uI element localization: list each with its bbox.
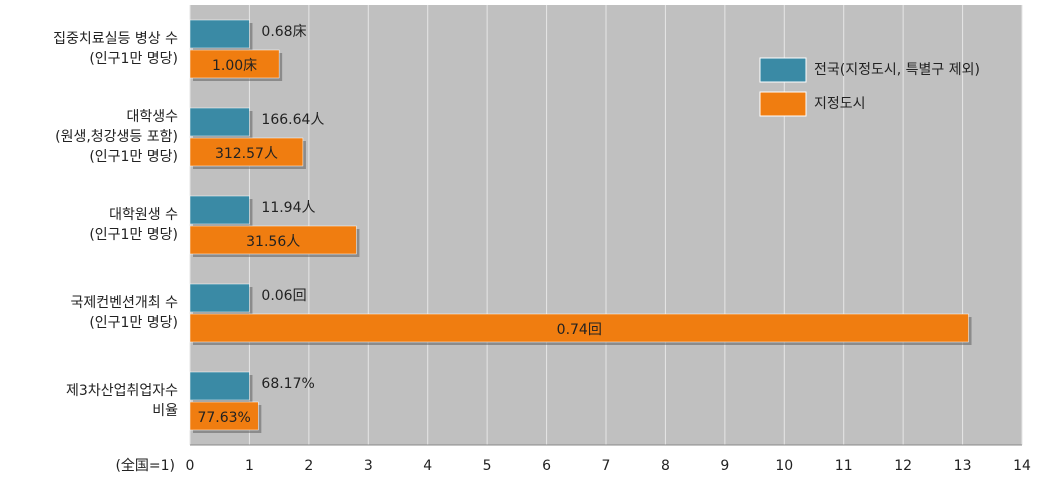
data-label: 0.74回 — [557, 322, 602, 338]
legend-swatch — [759, 57, 807, 83]
data-label: 312.57人 — [215, 146, 278, 162]
data-label: 0.06回 — [261, 288, 306, 304]
x-tick-label: 12 — [894, 458, 912, 474]
data-label: 77.63% — [197, 410, 250, 426]
y-tick-label: (인구1만 명당) — [89, 149, 178, 165]
bar — [189, 283, 250, 313]
x-tick-label: 3 — [364, 458, 373, 474]
data-label: 31.56人 — [246, 234, 300, 250]
x-tick-label: 0 — [186, 458, 195, 474]
y-tick-label: 국제컨벤션개최 수 — [71, 295, 179, 311]
y-tick-label: 비율 — [152, 403, 178, 419]
bar — [189, 401, 259, 431]
bar — [189, 225, 357, 255]
data-label: 0.68床 — [261, 24, 306, 40]
x-tick-label: 1 — [245, 458, 254, 474]
x-tick-label: 2 — [304, 458, 313, 474]
y-tick-label: 대학생수 — [126, 109, 178, 125]
x-tick-label: 10 — [775, 458, 793, 474]
data-label: 11.94人 — [261, 200, 315, 216]
bar — [189, 371, 250, 401]
bar — [189, 313, 969, 343]
x-tick-label: 14 — [1013, 458, 1031, 474]
legend-label: 지정도시 — [814, 96, 866, 112]
x-tick-label: 11 — [835, 458, 853, 474]
x-tick-label: 13 — [954, 458, 972, 474]
data-label: 68.17% — [261, 376, 314, 392]
y-tick-label: 대학원생 수 — [109, 207, 178, 223]
y-tick-label: (인구1만 명당) — [89, 51, 178, 67]
y-tick-label: 제3차산업취업자수 — [66, 383, 178, 399]
y-tick-label: (인구1만 명당) — [89, 315, 178, 331]
bar — [189, 19, 250, 49]
legend-label: 전국(지정도시, 특별구 제외) — [814, 62, 980, 78]
legend-swatch — [759, 91, 807, 117]
x-tick-label: 4 — [423, 458, 432, 474]
x-tick-label: 8 — [661, 458, 670, 474]
bar — [189, 137, 304, 167]
x-tick-label: 6 — [542, 458, 551, 474]
x-tick-label: 9 — [720, 458, 729, 474]
y-tick-label: 집중치료실등 병상 수 — [53, 31, 178, 47]
x-axis-label: (全国=1) — [115, 457, 175, 474]
bar — [189, 107, 250, 137]
bar — [189, 49, 280, 79]
data-label: 1.00床 — [212, 58, 257, 74]
y-tick-label: (원생,청강생등 포함) — [55, 129, 178, 145]
bar — [189, 195, 250, 225]
y-tick-label: (인구1만 명당) — [89, 227, 178, 243]
x-tick-label: 7 — [602, 458, 611, 474]
x-tick-label: 5 — [483, 458, 492, 474]
data-label: 166.64人 — [261, 112, 324, 128]
